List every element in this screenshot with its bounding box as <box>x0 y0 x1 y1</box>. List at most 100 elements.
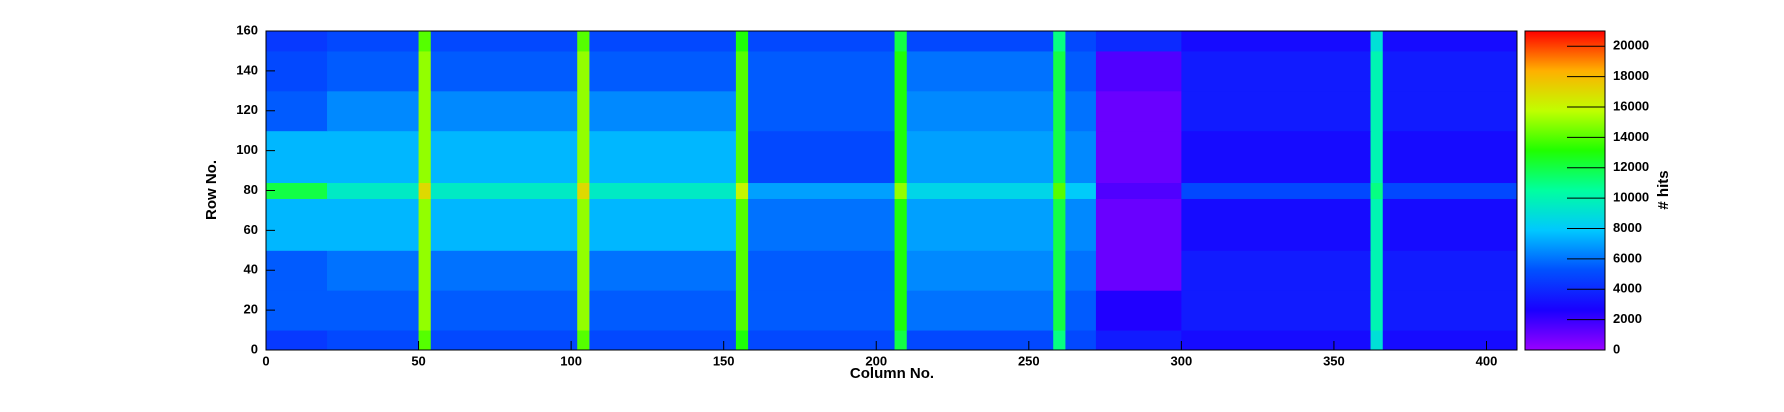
heatmap-cell <box>1370 250 1384 291</box>
heatmap-cell <box>748 250 896 291</box>
heatmap-cell <box>906 130 1054 184</box>
heatmap-cell <box>327 130 420 184</box>
heatmap-cell <box>735 290 749 331</box>
heatmap-cell <box>327 330 420 351</box>
heatmap-cell <box>266 330 328 351</box>
y-tick-label: 40 <box>244 262 258 277</box>
heatmap-cell <box>894 290 908 331</box>
y-tick-label: 80 <box>244 182 258 197</box>
heatmap-cell <box>430 130 578 184</box>
heatmap-cell <box>748 182 896 199</box>
heatmap-cell <box>1382 90 1518 132</box>
heatmap-cell <box>1382 182 1518 199</box>
heatmap-cell <box>266 250 328 291</box>
heatmap-cell <box>1382 250 1518 291</box>
y-tick-label: 160 <box>236 22 258 37</box>
heatmap-cell <box>1181 50 1372 92</box>
y-axis-title: Row No. <box>203 160 220 220</box>
heatmap-cell <box>430 250 578 291</box>
heatmap-cell <box>1095 31 1182 52</box>
x-tick-label: 50 <box>411 353 425 368</box>
heatmap-cell <box>1053 198 1066 251</box>
heatmap-cell <box>1095 90 1182 132</box>
heatmap-cell <box>1053 250 1066 291</box>
y-tick-label: 120 <box>236 102 258 117</box>
heatmap-cell <box>735 31 749 52</box>
heatmap-cell <box>327 182 420 199</box>
heatmap-cell <box>1065 182 1097 199</box>
heatmap-cell <box>748 290 896 331</box>
heatmap-cell <box>906 250 1054 291</box>
heatmap-cell <box>327 90 420 132</box>
colorbar-tick-label: 2000 <box>1613 311 1642 326</box>
y-tick-label: 0 <box>251 341 258 356</box>
heatmap-cell <box>430 31 578 52</box>
heatmap-cell <box>748 330 896 351</box>
heatmap-cell <box>430 198 578 251</box>
heatmap-cell <box>418 250 432 291</box>
heatmap-cell <box>735 50 749 92</box>
colorbar-tick-label: 10000 <box>1613 190 1649 205</box>
heatmap-cell <box>894 90 908 132</box>
heatmap-cell <box>906 90 1054 132</box>
heatmap-cell <box>1382 198 1518 251</box>
colorbar-tick-label: 16000 <box>1613 98 1649 113</box>
heatmap-cell <box>418 182 432 199</box>
heatmap-cell <box>577 250 590 291</box>
heatmap-cell <box>1370 198 1384 251</box>
heatmap-cell <box>1181 198 1372 251</box>
heatmap-cell <box>1065 90 1097 132</box>
heatmap-cell <box>1053 90 1066 132</box>
heatmap-cell <box>748 31 896 52</box>
heatmap-cell <box>1095 290 1182 331</box>
heatmap-cell <box>894 130 908 184</box>
heatmap-cell <box>1053 290 1066 331</box>
heatmap-cell <box>418 130 432 184</box>
heatmap-cell <box>266 31 328 52</box>
colorbar-tick-label: 4000 <box>1613 281 1642 296</box>
heatmap-cell <box>1095 198 1182 251</box>
x-tick-label: 400 <box>1476 353 1498 368</box>
y-tick-label: 100 <box>236 142 258 157</box>
heatmap-cell <box>1181 330 1372 351</box>
heatmap-cell <box>1065 31 1097 52</box>
heatmap-cell <box>1053 50 1066 92</box>
heatmap-cell <box>906 182 1054 199</box>
heatmap-cell <box>577 290 590 331</box>
heatmap-cell <box>1065 50 1097 92</box>
heatmap-cell <box>1095 250 1182 291</box>
x-tick-label: 350 <box>1323 353 1345 368</box>
heatmap-cell <box>577 50 590 92</box>
colorbar-tick-label: 8000 <box>1613 220 1642 235</box>
heatmap-cell <box>894 198 908 251</box>
heatmap-cell <box>589 330 737 351</box>
colorbar-tick-label: 12000 <box>1613 159 1649 174</box>
y-tick-label: 60 <box>244 222 258 237</box>
heatmap-cell <box>1370 290 1384 331</box>
heatmap-cell <box>418 290 432 331</box>
heatmap-cell <box>1053 130 1066 184</box>
heatmap-cell <box>577 130 590 184</box>
heatmap-cell <box>327 50 420 92</box>
colorbar-tick-label: 14000 <box>1613 129 1649 144</box>
colorbar-tick-label: 18000 <box>1613 68 1649 83</box>
heatmap-cell <box>430 90 578 132</box>
heatmap-cell <box>1370 130 1384 184</box>
heatmap-cell <box>589 31 737 52</box>
heatmap-cell <box>1053 31 1066 52</box>
heatmap-cell <box>418 198 432 251</box>
heatmap-cell <box>906 50 1054 92</box>
heatmap-cell <box>577 198 590 251</box>
heatmap-cell <box>589 90 737 132</box>
heatmap-cell <box>894 31 908 52</box>
heatmap-cell <box>1181 90 1372 132</box>
heatmap-cell <box>735 250 749 291</box>
heatmap-cell <box>589 250 737 291</box>
x-tick-label: 100 <box>560 353 582 368</box>
colorbar-tick-label: 20000 <box>1613 38 1649 53</box>
x-axis-title: Column No. <box>850 365 934 382</box>
heatmap-cell <box>266 198 328 251</box>
heatmap-cell <box>1370 90 1384 132</box>
heatmap-cell <box>735 330 749 351</box>
